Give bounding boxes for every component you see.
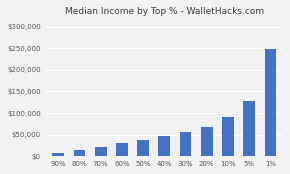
Bar xyxy=(243,101,255,156)
Bar xyxy=(116,143,128,156)
Bar xyxy=(95,147,106,156)
Bar xyxy=(52,153,64,156)
Bar xyxy=(201,127,213,156)
Bar xyxy=(74,150,85,156)
Title: Median Income by Top % - WalletHacks.com: Median Income by Top % - WalletHacks.com xyxy=(65,7,264,16)
Bar xyxy=(264,49,276,156)
Bar xyxy=(137,140,149,156)
Bar xyxy=(222,117,234,156)
Bar xyxy=(180,132,191,156)
Bar xyxy=(158,136,170,156)
